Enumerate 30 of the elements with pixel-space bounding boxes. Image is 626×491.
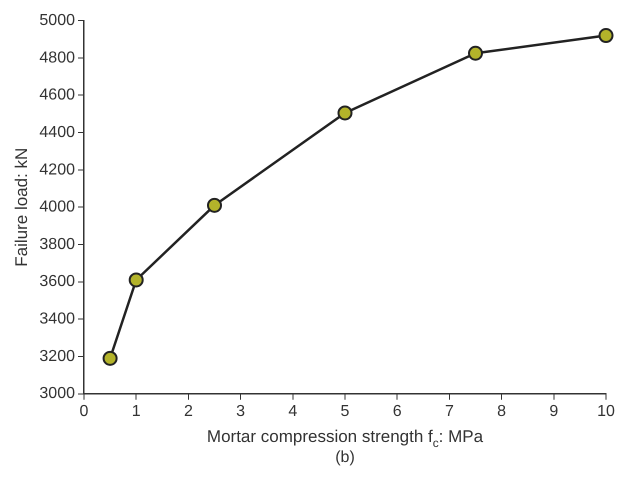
y-tick-label: 4200 bbox=[39, 161, 76, 178]
y-tick-label: 4800 bbox=[39, 49, 76, 66]
point bbox=[206, 198, 222, 213]
y-tick-label: 3600 bbox=[39, 273, 76, 290]
y-tick-label: 4600 bbox=[39, 86, 76, 104]
y-tick-label: 3000 bbox=[39, 385, 76, 402]
y-tick-label: 3400 bbox=[39, 310, 76, 328]
point bbox=[468, 46, 483, 61]
point bbox=[102, 350, 118, 366]
x-tick-label: 5 bbox=[340, 402, 350, 420]
x-tick-label: 10 bbox=[597, 402, 615, 420]
y-tick-label: 3200 bbox=[39, 348, 76, 365]
point bbox=[598, 28, 614, 44]
x-tick-label: 4 bbox=[288, 402, 298, 420]
point bbox=[128, 272, 144, 288]
point bbox=[337, 105, 352, 120]
text: (b) bbox=[335, 448, 355, 466]
x-tick-label: 8 bbox=[497, 402, 506, 420]
x-tick-label: 6 bbox=[392, 402, 402, 420]
x-tick-label: 3 bbox=[236, 402, 246, 420]
x-tick-label: 7 bbox=[444, 402, 454, 420]
y-tick-label: 4400 bbox=[39, 124, 76, 141]
y-axis-title: Failure load: kN bbox=[12, 148, 31, 267]
y-tick-label: 4000 bbox=[39, 198, 76, 216]
y-tick-label: 3800 bbox=[39, 236, 76, 253]
x-tick-label: 0 bbox=[80, 402, 89, 420]
y-tick-label: 5000 bbox=[39, 12, 76, 30]
x-tick-label: 9 bbox=[549, 402, 558, 420]
x-tick-label: 2 bbox=[184, 402, 193, 420]
x-tick-label: 1 bbox=[132, 402, 141, 420]
